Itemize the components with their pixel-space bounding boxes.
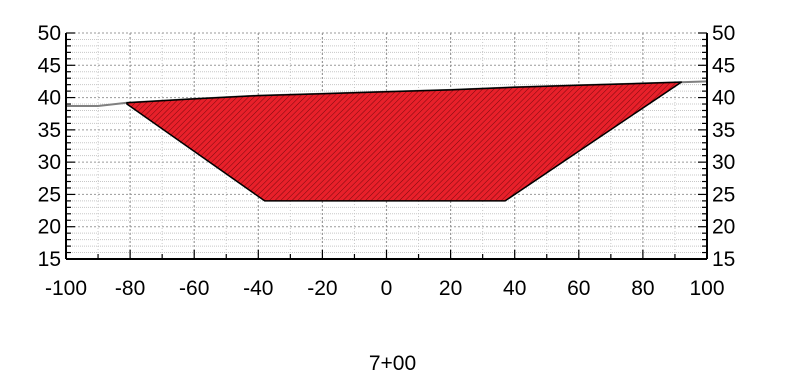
- y-tick-label-right: 40: [712, 87, 735, 110]
- x-tick-label: 20: [439, 277, 462, 300]
- y-tick-label-right: 15: [712, 248, 735, 271]
- station-label: 7+00: [368, 352, 417, 375]
- y-tick-label-left: 40: [38, 87, 61, 110]
- y-tick-label-left: 25: [38, 183, 61, 206]
- y-tick-label-right: 20: [712, 216, 735, 239]
- x-tick-label: 60: [567, 277, 590, 300]
- y-tick-label-right: 30: [712, 151, 735, 174]
- y-tick-label-right: 35: [712, 119, 735, 142]
- x-tick-label: 100: [689, 277, 724, 300]
- y-tick-label-right: 45: [712, 54, 735, 77]
- x-tick-label: 0: [381, 277, 393, 300]
- plot-layer: [66, 80, 707, 202]
- x-tick-label: -60: [179, 277, 209, 300]
- cut-section-area: [126, 81, 683, 202]
- y-tick-label-right: 50: [712, 22, 735, 45]
- y-tick-label-left: 45: [38, 54, 61, 77]
- y-tick-label-left: 20: [38, 216, 61, 239]
- x-tick-label: 80: [631, 277, 654, 300]
- x-tick-label: -80: [115, 277, 145, 300]
- x-tick-label: -20: [307, 277, 337, 300]
- y-tick-label-left: 15: [38, 248, 61, 271]
- y-tick-label-left: 30: [38, 151, 61, 174]
- x-tick-label: -40: [243, 277, 273, 300]
- x-tick-label: -100: [45, 277, 87, 300]
- tick-labels: 15 15 20 20 25 25 30 30 35 35 40 40 45 45 50 50 -100 -80 -…: [38, 22, 736, 300]
- y-tick-label-left: 35: [38, 119, 61, 142]
- axes: [65, 32, 708, 260]
- y-tick-label-right: 25: [712, 183, 735, 206]
- x-tick-label: 40: [503, 277, 526, 300]
- y-tick-label-left: 50: [38, 22, 61, 45]
